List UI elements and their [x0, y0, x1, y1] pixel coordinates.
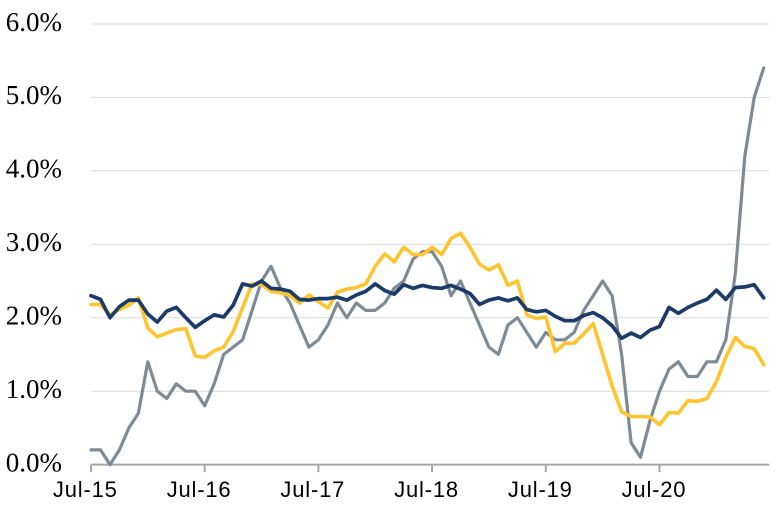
svg-text:6.0%: 6.0%	[6, 7, 62, 37]
svg-text:Jul-20: Jul-20	[622, 477, 687, 502]
svg-text:Jul-18: Jul-18	[394, 477, 459, 502]
svg-text:Jul-16: Jul-16	[167, 477, 232, 502]
svg-text:4.0%: 4.0%	[6, 154, 62, 184]
svg-text:5.0%: 5.0%	[6, 80, 62, 110]
svg-text:Jul-15: Jul-15	[53, 477, 118, 502]
svg-text:1.0%: 1.0%	[6, 374, 62, 404]
svg-text:Jul-19: Jul-19	[508, 477, 573, 502]
svg-text:3.0%: 3.0%	[6, 227, 62, 257]
svg-text:0.0%: 0.0%	[6, 447, 62, 477]
svg-text:2.0%: 2.0%	[6, 301, 62, 331]
svg-text:Jul-17: Jul-17	[280, 477, 345, 502]
